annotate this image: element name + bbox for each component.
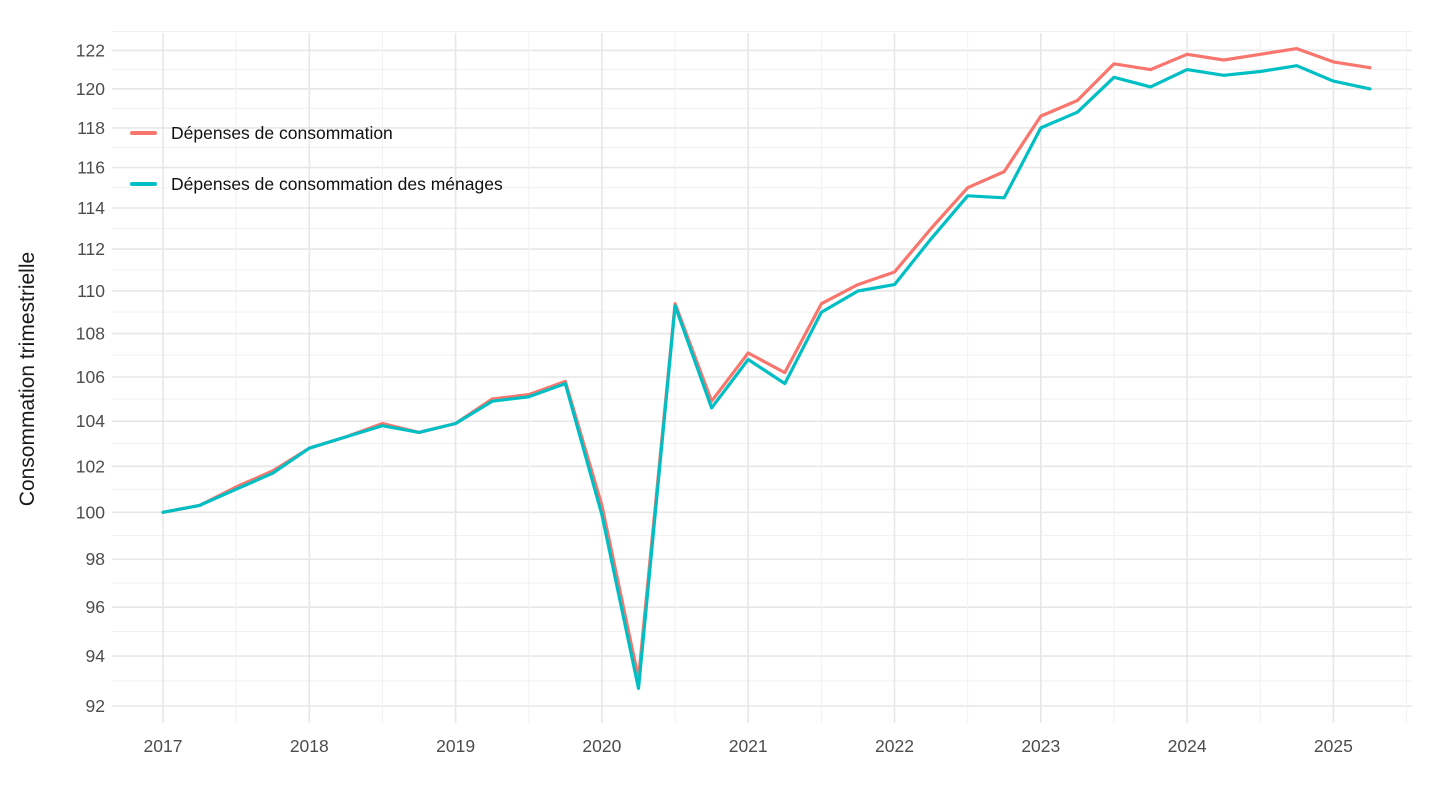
y-tick-label: 118 bbox=[77, 118, 105, 138]
y-tick-label: 102 bbox=[76, 456, 105, 476]
y-tick-label: 110 bbox=[77, 281, 105, 301]
y-tick-label: 108 bbox=[76, 324, 105, 344]
x-tick-label: 2024 bbox=[1168, 736, 1207, 756]
y-tick-label: 122 bbox=[76, 40, 105, 60]
x-tick-label: 2021 bbox=[729, 736, 768, 756]
x-tick-label: 2018 bbox=[290, 736, 329, 756]
y-tick-label: 104 bbox=[76, 411, 105, 431]
legend-label: Dépenses de consommation des ménages bbox=[171, 173, 503, 194]
y-tick-label: 96 bbox=[86, 597, 105, 617]
legend-item: Dépenses de consommation des ménages bbox=[130, 173, 503, 195]
y-tick-label: 100 bbox=[76, 502, 105, 522]
x-tick-label: 2025 bbox=[1314, 736, 1353, 756]
y-axis-title: Consommation trimestrielle bbox=[16, 251, 39, 507]
x-tick-label: 2023 bbox=[1021, 736, 1060, 756]
y-tick-label: 94 bbox=[86, 646, 106, 666]
legend-line-swatch-red bbox=[130, 131, 157, 135]
x-tick-label: 2019 bbox=[436, 736, 475, 756]
y-tick-label: 92 bbox=[86, 696, 105, 716]
x-tick-label: 2022 bbox=[875, 736, 914, 756]
axis-labels: 92 94 96 98 100 102 104 106 108 110 112 114 116 118 12… bbox=[76, 40, 1353, 756]
x-tick-label: 2017 bbox=[144, 736, 183, 756]
legend-line-swatch-teal bbox=[130, 182, 157, 186]
y-tick-label: 114 bbox=[77, 198, 105, 218]
y-tick-label: 112 bbox=[77, 239, 105, 259]
y-tick-label: 98 bbox=[86, 549, 105, 569]
legend-label: Dépenses de consommation bbox=[171, 122, 393, 143]
y-tick-label: 106 bbox=[76, 367, 105, 387]
y-tick-label: 116 bbox=[77, 158, 105, 178]
legend: Dépenses de consommation Dépenses de con… bbox=[130, 122, 503, 224]
legend-item: Dépenses de consommation bbox=[130, 122, 503, 144]
series-lines bbox=[161, 46, 1372, 691]
y-tick-label: 120 bbox=[76, 79, 105, 99]
series-line-1 bbox=[161, 64, 1372, 691]
x-tick-label: 2020 bbox=[582, 736, 621, 756]
